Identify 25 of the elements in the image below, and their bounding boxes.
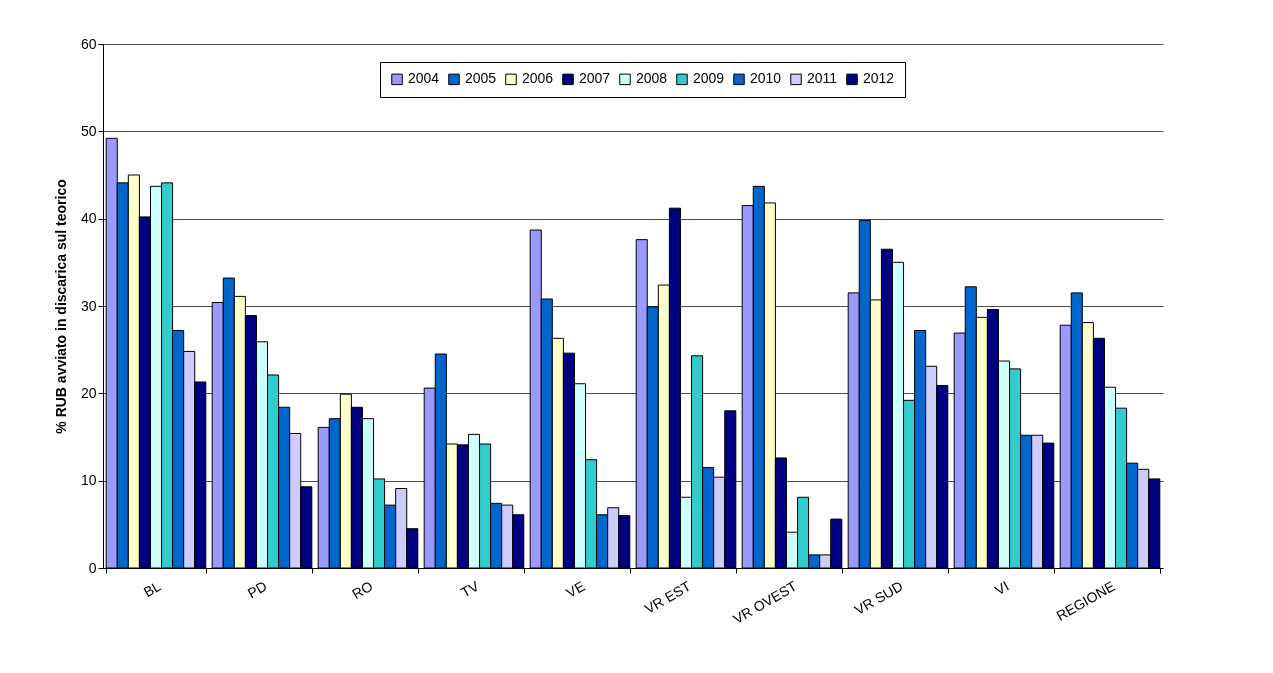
legend-label: 2004 — [408, 70, 440, 87]
legend-label: 2005 — [465, 70, 497, 87]
y-tick-label: 10 — [80, 472, 97, 489]
legend-label: 2010 — [750, 70, 782, 87]
y-tick-label: 60 — [80, 35, 97, 52]
legend-label: 2007 — [579, 70, 611, 87]
legend-label: 2009 — [693, 70, 725, 87]
x-tick-label: BL — [140, 577, 164, 601]
legend-label: 2006 — [522, 70, 554, 87]
x-tick-label: VE — [563, 577, 588, 601]
y-tick-label: 50 — [80, 122, 97, 139]
legend-label: 2011 — [807, 70, 838, 87]
legend-label: 2012 — [863, 70, 895, 87]
x-tick-label: VI — [992, 577, 1012, 599]
y-tick-label: 0 — [88, 559, 97, 576]
x-tick-label: TV — [458, 577, 483, 601]
y-tick-label: 20 — [80, 384, 97, 401]
y-tick-label: 30 — [80, 297, 97, 314]
x-tick-label: RO — [349, 577, 376, 603]
y-axis-title: % RUB avviato in discarica sul teorico — [52, 179, 69, 434]
x-tick-label: VR SUD — [851, 577, 906, 619]
y-tick-label: 40 — [80, 210, 97, 227]
legend-label: 2008 — [636, 70, 668, 87]
x-tick-label: PD — [244, 577, 270, 602]
x-tick-label: VR EST — [641, 577, 694, 617]
